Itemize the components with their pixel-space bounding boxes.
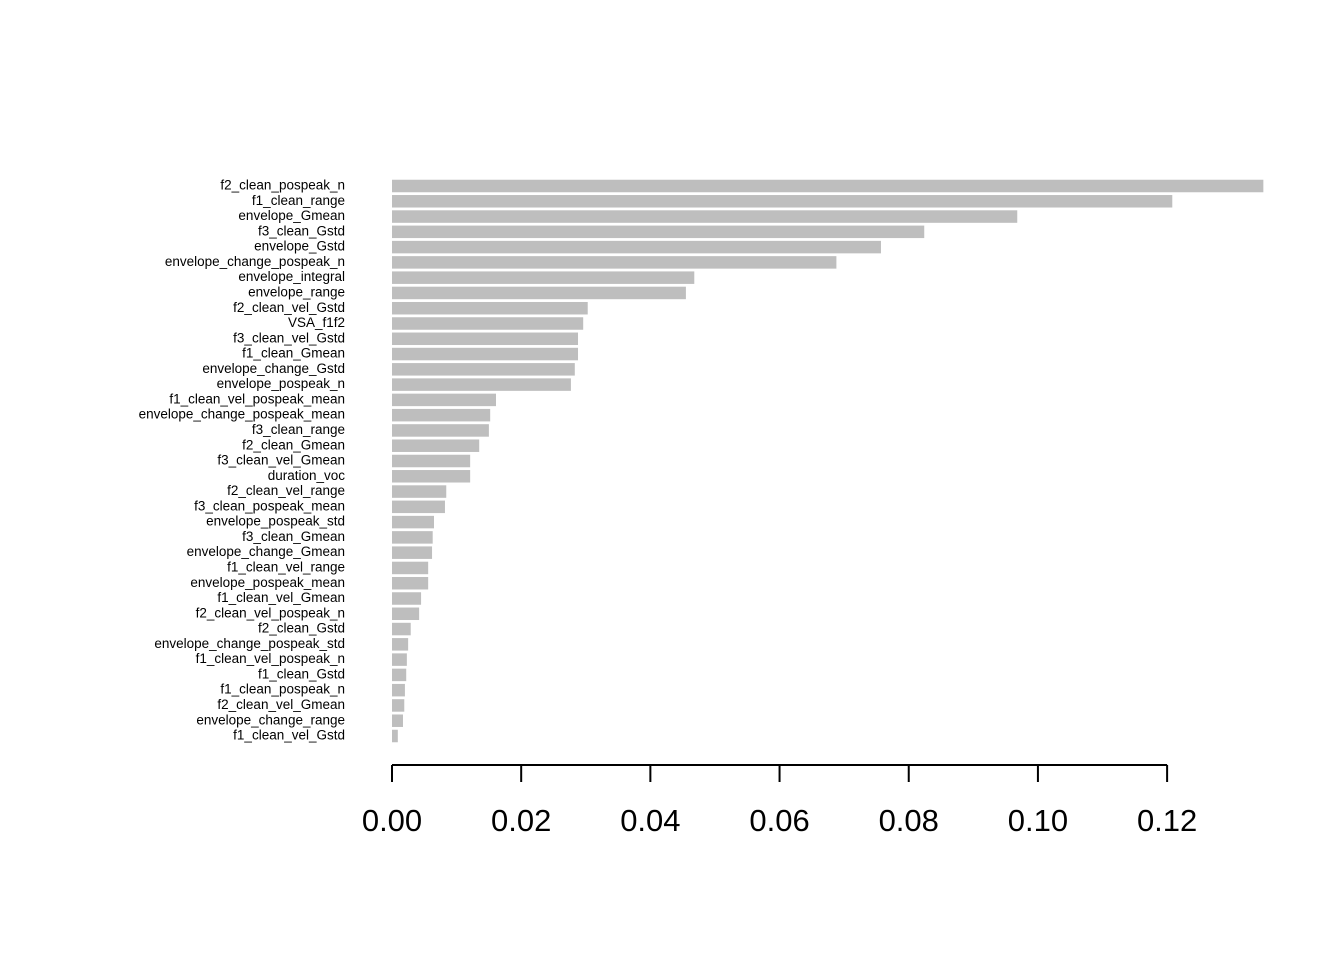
bar [392, 561, 429, 575]
category-label: envelope_pospeak_std [206, 514, 345, 529]
bar [392, 653, 407, 666]
category-label: envelope_change_Gmean [187, 544, 345, 559]
category-label: envelope_pospeak_n [217, 376, 345, 391]
category-label: envelope_range [248, 285, 345, 300]
category-label: f2_clean_vel_pospeak_n [196, 605, 345, 620]
category-label: envelope_integral [238, 269, 345, 284]
bar [392, 225, 925, 239]
bar [392, 378, 571, 391]
bar [392, 699, 405, 712]
x-tick-label: 0.08 [879, 803, 939, 838]
bar [392, 424, 489, 437]
category-label: f3_clean_range [252, 422, 345, 437]
x-tick-label: 0.02 [491, 803, 551, 838]
category-label: VSA_f1f2 [288, 315, 345, 330]
bar [392, 729, 398, 743]
bar [392, 301, 588, 315]
bar [392, 210, 1018, 223]
bar [392, 714, 403, 727]
category-label: envelope_Gstd [254, 239, 345, 254]
bar [392, 317, 584, 330]
bar [392, 454, 471, 468]
category-label: envelope_change_Gstd [202, 361, 345, 376]
bar [392, 546, 433, 559]
category-label: f2_clean_vel_range [227, 483, 345, 498]
category-label: f3_clean_Gmean [242, 529, 345, 544]
bar [392, 622, 411, 636]
category-label: f1_clean_vel_Gstd [233, 728, 345, 743]
category-label: f3_clean_vel_Gstd [233, 330, 345, 345]
x-tick-label: 0.12 [1137, 803, 1197, 838]
bar [392, 271, 695, 284]
bar [392, 592, 422, 605]
category-label: f1_clean_vel_Gmean [217, 590, 345, 605]
bar [392, 195, 1173, 208]
category-label: duration_voc [268, 468, 346, 483]
bar [392, 515, 434, 529]
category-label: f2_clean_Gstd [258, 621, 345, 636]
category-label: f3_clean_Gstd [258, 223, 345, 238]
category-label: f1_clean_vel_pospeak_mean [169, 391, 345, 406]
bar [392, 500, 445, 514]
category-label: envelope_change_pospeak_n [165, 254, 345, 269]
x-tick-label: 0.04 [620, 803, 680, 838]
bar [392, 638, 409, 651]
category-label: f1_clean_vel_pospeak_n [196, 651, 345, 666]
bar [392, 607, 420, 621]
bar [392, 332, 579, 346]
bar [392, 393, 496, 407]
bar [392, 683, 405, 697]
x-tick-label: 0.00 [362, 803, 422, 838]
bar [392, 439, 480, 452]
bar [392, 408, 491, 422]
category-label: f2_clean_pospeak_n [220, 178, 345, 193]
category-label: f1_clean_Gmean [242, 346, 345, 361]
category-label: f3_clean_vel_Gmean [217, 453, 345, 468]
bar [392, 256, 837, 269]
category-label: f1_clean_Gstd [258, 666, 345, 681]
bar [392, 485, 447, 498]
category-label: f1_clean_vel_range [227, 560, 345, 575]
bar [392, 363, 575, 376]
bar [392, 240, 881, 254]
bar [392, 286, 686, 300]
category-label: envelope_pospeak_mean [190, 575, 345, 590]
category-label: f2_clean_vel_Gstd [233, 300, 345, 315]
bar [392, 531, 433, 544]
bar [392, 576, 429, 590]
category-label: f2_clean_vel_Gmean [217, 697, 345, 712]
category-label: envelope_change_range [196, 712, 345, 727]
bar [392, 470, 471, 483]
bar [392, 179, 1264, 193]
bar [392, 668, 407, 682]
bar [392, 347, 579, 361]
category-label: f1_clean_pospeak_n [220, 682, 345, 697]
x-tick-label: 0.10 [1008, 803, 1068, 838]
category-label: envelope_change_pospeak_std [154, 636, 345, 651]
x-tick-label: 0.06 [749, 803, 809, 838]
category-label: f3_clean_pospeak_mean [194, 498, 345, 513]
category-label: envelope_change_pospeak_mean [139, 407, 345, 422]
category-label: f2_clean_Gmean [242, 437, 345, 452]
category-label: f1_clean_range [252, 193, 345, 208]
category-label: envelope_Gmean [238, 208, 345, 223]
